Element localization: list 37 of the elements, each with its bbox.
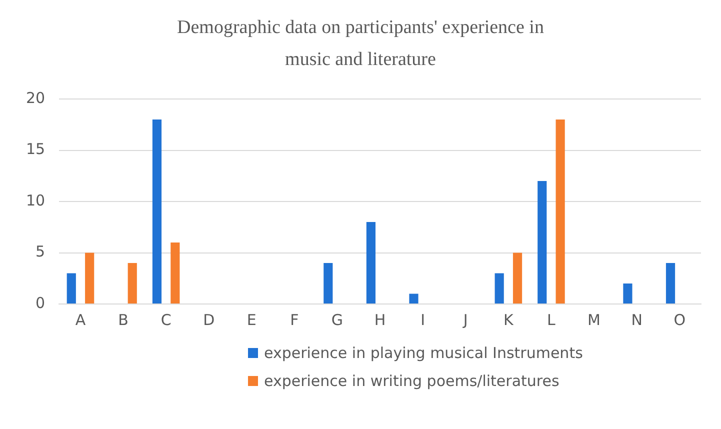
- y-tick-label: 0: [36, 294, 46, 312]
- bar: [66, 273, 76, 304]
- legend-label: experience in writing poems/literatures: [264, 372, 560, 390]
- x-tick-label: O: [674, 310, 686, 329]
- bar: [666, 263, 676, 304]
- bar: [556, 120, 565, 304]
- x-tick-label: I: [420, 310, 426, 329]
- bar: [623, 284, 632, 304]
- x-tick-label: G: [331, 310, 344, 329]
- x-tick-label: A: [75, 310, 86, 329]
- x-tick-label: J: [462, 310, 468, 329]
- y-tick-label: 15: [26, 140, 46, 158]
- bar: [366, 222, 376, 304]
- x-tick-label: H: [374, 310, 386, 329]
- bar: [409, 294, 418, 304]
- legend-label: experience in playing musical Instruments: [264, 344, 583, 362]
- x-tick-label: M: [588, 310, 600, 329]
- y-tick-label: 5: [36, 242, 46, 261]
- bar: [324, 263, 333, 304]
- x-tick-label: B: [118, 310, 128, 329]
- x-tick-label: D: [203, 310, 215, 329]
- x-tick-label: L: [547, 310, 556, 329]
- bar: [85, 252, 94, 304]
- bar: [538, 181, 547, 304]
- bar: [494, 273, 504, 304]
- chart-title: Demographic data on participants' experience in music and literature: [176, 16, 545, 72]
- bar: [170, 242, 180, 304]
- x-tick-label: K: [504, 310, 515, 329]
- x-tick-label: F: [290, 310, 299, 329]
- x-tick-label: E: [246, 310, 256, 329]
- x-tick-label: C: [160, 310, 172, 329]
- y-tick-label: 20: [26, 88, 46, 107]
- bar: [128, 263, 137, 304]
- x-tick-label: N: [631, 310, 642, 329]
- y-tick-label: 10: [26, 191, 46, 210]
- bar: [152, 120, 162, 304]
- bar: [512, 252, 522, 304]
